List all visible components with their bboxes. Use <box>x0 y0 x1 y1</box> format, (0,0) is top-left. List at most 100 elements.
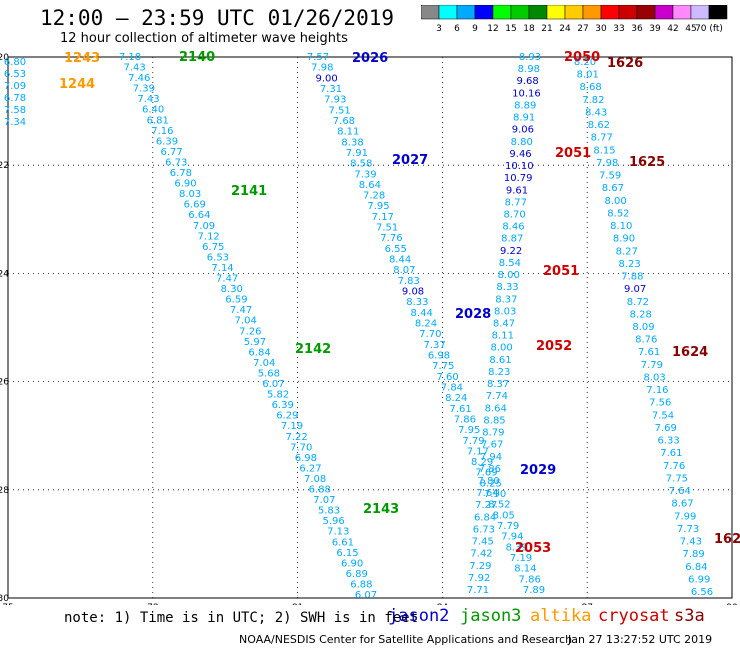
wave-height-value: 8.98 <box>518 64 540 75</box>
wave-height-value: 7.43 <box>137 94 159 105</box>
cycle-label: 2029 <box>520 463 556 478</box>
wave-height-value: 8.38 <box>341 137 363 148</box>
wave-height-value: 8.91 <box>513 113 535 124</box>
wave-height-value: 8.03 <box>644 372 666 383</box>
color-scale-label: 12 <box>487 24 498 34</box>
legend-altika: altika <box>530 606 592 626</box>
wave-height-value: 7.43 <box>680 537 702 548</box>
wave-height-value: 6.99 <box>688 574 710 585</box>
wave-height-value: 8.80 <box>511 137 533 148</box>
cycle-label: 2028 <box>455 307 491 322</box>
wave-height-value: 7.09 <box>193 221 215 232</box>
wave-height-value: 7.86 <box>454 414 476 425</box>
wave-height-value: 8.33 <box>496 282 518 293</box>
wave-height-value: 5.82 <box>267 390 289 401</box>
wave-height-value: 7.74 <box>486 391 508 402</box>
wave-height-value: 7.59 <box>599 171 621 182</box>
wave-height-value: 7.71 <box>467 585 489 596</box>
lon-tick-label: 90 <box>726 603 738 605</box>
wave-height-value: 6.78 <box>4 93 26 104</box>
color-scale-label: 6 <box>454 24 460 34</box>
wave-height-value: 8.23 <box>618 259 640 270</box>
wave-height-value: 7.79 <box>641 360 663 371</box>
cycle-label: 2052 <box>536 339 572 354</box>
wave-height-value: 8.01 <box>577 70 599 81</box>
cycle-label: 2142 <box>295 342 331 357</box>
map-axes: 75 78 81 84 87 90 -20 -22 -24 -26 -28 -30 <box>0 53 738 605</box>
wave-height-value: 7.89 <box>683 549 705 560</box>
color-scale-label: 3 <box>436 24 442 34</box>
color-scale-label: 70 (ft) <box>695 24 723 34</box>
wave-height-value: 7.26 <box>239 326 261 337</box>
cycle-label: 2051 <box>543 264 579 279</box>
wave-height-value: 9.22 <box>500 246 522 257</box>
wave-height-value: 9.46 <box>509 149 531 160</box>
wave-height-value: 7.64 <box>476 488 498 499</box>
lat-tick-label: -26 <box>0 378 9 388</box>
wave-height-value: 7.61 <box>660 448 682 459</box>
generated-timestamp: Jan 27 13:27:52 UTC 2019 <box>568 633 713 646</box>
cycle-label: 1625 <box>629 155 665 170</box>
wave-height-value: 10.79 <box>504 173 533 184</box>
wave-height-value: 8.44 <box>411 308 433 319</box>
wave-height-value: 8.00 <box>605 196 627 207</box>
cycle-label: 2027 <box>392 153 428 168</box>
track-2: 7.187.437.467.397.436.406.817.166.396.77… <box>119 52 377 601</box>
wave-height-value: 6.40 <box>142 105 164 116</box>
color-scale-label: 36 <box>631 24 643 34</box>
wave-height-value: 9.61 <box>506 185 528 196</box>
wave-height-value: 6.39 <box>156 136 178 147</box>
wave-height-value: 10.10 <box>505 161 534 172</box>
lon-tick-label: 78 <box>147 603 159 605</box>
wave-height-value: 8.61 <box>489 355 511 366</box>
lat-tick-label: -22 <box>0 161 9 171</box>
wave-height-value: 7.07 <box>313 495 335 506</box>
wave-height-value: 8.07 <box>393 265 415 276</box>
color-scale-label: 15 <box>505 24 516 34</box>
wave-height-value: 6.61 <box>332 537 354 548</box>
legend-jason2: jason2 <box>388 606 450 626</box>
wave-height-map: 757881848790-20-22-24-26-28-30 6.806.537… <box>0 50 740 605</box>
map-frame <box>7 56 733 599</box>
credit-text: NOAA/NESDIS Center for Satellite Applica… <box>239 633 573 646</box>
lat-tick-label: -20 <box>0 53 9 63</box>
wave-height-value: 7.29 <box>469 561 491 572</box>
wave-height-value: 6.53 <box>4 69 26 80</box>
wave-height-value: 7.39 <box>354 169 376 180</box>
cycle-label: 2141 <box>231 184 267 199</box>
wave-height-value: 7.94 <box>501 532 523 543</box>
track-4: 8.938.989.6810.168.898.919.068.809.4610.… <box>467 52 541 596</box>
wave-height-value: 7.79 <box>497 521 519 532</box>
wave-height-value: 8.43 <box>585 107 607 118</box>
satellite-tracks: 6.806.537.096.787.587.347.187.437.467.39… <box>4 52 713 601</box>
cycle-label: 2050 <box>564 50 600 65</box>
wave-height-value: 8.11 <box>337 127 359 138</box>
wave-height-value: 6.07 <box>262 379 284 390</box>
wave-height-value: 7.51 <box>328 105 350 116</box>
wave-height-value: 7.83 <box>398 276 420 287</box>
wave-height-value: 6.88 <box>309 485 331 496</box>
wave-height-value: 8.30 <box>221 284 243 295</box>
wave-height-value: 7.56 <box>649 398 671 409</box>
wave-height-value: 7.76 <box>663 461 685 472</box>
wave-height-value: 8.15 <box>593 145 615 156</box>
wave-height-value: 8.24 <box>415 319 437 330</box>
wave-height-value: 7.18 <box>119 52 141 63</box>
wave-height-value: 8.46 <box>502 222 524 233</box>
track-1: 6.806.537.096.787.587.34 <box>4 57 26 128</box>
wave-height-value: 7.88 <box>621 272 643 283</box>
color-scale-label: 24 <box>559 24 571 34</box>
wave-height-value: 7.93 <box>324 95 346 106</box>
color-scale-label: 27 <box>577 24 588 34</box>
wave-height-value: 8.62 <box>588 120 610 131</box>
wave-height-value: 6.73 <box>165 157 187 168</box>
color-scale-label: 33 <box>613 24 624 34</box>
color-scale-label: 30 <box>595 24 607 34</box>
color-scale-label: 42 <box>667 24 678 34</box>
wave-height-value: 7.99 <box>674 511 696 522</box>
wave-height-value: 7.90 <box>484 489 506 500</box>
wave-height-value: 10.16 <box>512 88 541 99</box>
wave-height-value: 6.53 <box>207 252 229 263</box>
wave-height-value: 7.37 <box>424 340 446 351</box>
wave-height-value: 7.79 <box>462 436 484 447</box>
